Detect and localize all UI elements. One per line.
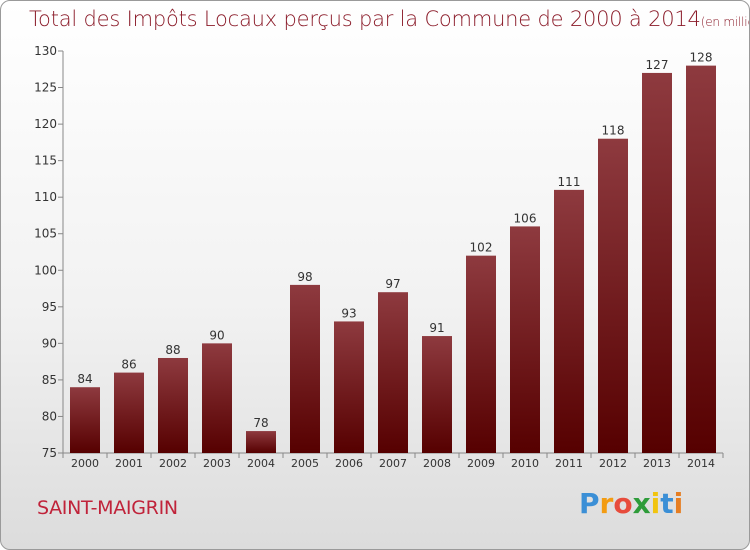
value-label-2010: 106 bbox=[514, 211, 537, 225]
bar-2010 bbox=[510, 226, 540, 453]
x-tick-label: 2006 bbox=[335, 457, 363, 470]
bar-2004 bbox=[246, 431, 276, 453]
x-tick-label: 2004 bbox=[247, 457, 275, 470]
chart-title-text: Total des Impôts Locaux perçus par la Co… bbox=[29, 7, 701, 31]
chart-title: Total des Impôts Locaux perçus par la Co… bbox=[29, 7, 749, 31]
x-tick-label: 2008 bbox=[423, 457, 451, 470]
value-label-2002: 88 bbox=[165, 343, 180, 357]
value-label-2014: 128 bbox=[690, 51, 713, 65]
value-label-2004: 78 bbox=[253, 416, 268, 430]
x-tick-label: 2011 bbox=[555, 457, 583, 470]
y-tick-label: 100 bbox=[34, 263, 57, 277]
bar-2009 bbox=[466, 255, 496, 453]
bar-2001 bbox=[114, 372, 144, 453]
x-tick-label: 2005 bbox=[291, 457, 319, 470]
y-tick-label: 115 bbox=[34, 154, 57, 168]
x-tick-label: 2001 bbox=[115, 457, 143, 470]
y-tick-label: 80 bbox=[42, 409, 57, 423]
x-tick-label: 2010 bbox=[511, 457, 539, 470]
logo-letter: x bbox=[632, 487, 651, 520]
y-tick-label: 120 bbox=[34, 117, 57, 131]
x-tick-label: 2002 bbox=[159, 457, 187, 470]
x-tick-label: 2012 bbox=[599, 457, 627, 470]
chart-axes: 75 80 85 90 95 100 105 110 115 120 125 130 2000 2001 2… bbox=[34, 44, 724, 470]
y-tick-label: 125 bbox=[34, 81, 57, 95]
value-label-2009: 102 bbox=[470, 241, 493, 255]
bar-2002 bbox=[158, 357, 188, 453]
value-label-2011: 111 bbox=[558, 175, 581, 189]
commune-name: SAINT-MAIGRIN bbox=[37, 497, 178, 519]
value-label-2013: 127 bbox=[646, 58, 669, 72]
bar-2011 bbox=[554, 189, 584, 453]
y-tick-label: 75 bbox=[42, 446, 57, 460]
bar-2008 bbox=[422, 336, 452, 453]
bar-2000 bbox=[70, 387, 100, 453]
logo-letter: i bbox=[673, 487, 684, 520]
bar-2005 bbox=[290, 284, 320, 453]
y-tick-label: 130 bbox=[34, 44, 57, 58]
bar-2006 bbox=[334, 321, 364, 453]
y-tick-label: 90 bbox=[42, 336, 57, 350]
logo-letter: r bbox=[599, 487, 614, 520]
chart-unit: (en milliers d'€) bbox=[700, 15, 749, 29]
bar-2014 bbox=[686, 65, 716, 454]
value-label-2001: 86 bbox=[121, 358, 136, 372]
logo-letter: P bbox=[579, 487, 600, 520]
value-label-2007: 97 bbox=[385, 277, 400, 291]
logo-letter: o bbox=[613, 487, 633, 520]
logo-letter: t bbox=[660, 487, 674, 520]
x-tick-label: 2013 bbox=[643, 457, 671, 470]
value-label-2012: 118 bbox=[602, 124, 625, 138]
x-tick-label: 2009 bbox=[467, 457, 495, 470]
x-tick-label: 2007 bbox=[379, 457, 407, 470]
chart-bars bbox=[70, 65, 716, 454]
bar-2013 bbox=[642, 72, 672, 453]
value-label-2008: 91 bbox=[429, 321, 444, 335]
y-tick-label: 95 bbox=[42, 300, 57, 314]
x-tick-label: 2003 bbox=[203, 457, 231, 470]
y-tick-label: 85 bbox=[42, 373, 57, 387]
bar-2012 bbox=[598, 138, 628, 453]
y-tick-label: 105 bbox=[34, 227, 57, 241]
x-tick-label: 2014 bbox=[687, 457, 715, 470]
bar-2003 bbox=[202, 343, 232, 453]
chart-value-labels: 84 86 88 90 78 98 93 97 91 102 106 111 118 127 128 bbox=[77, 51, 712, 430]
y-tick-label: 110 bbox=[34, 190, 57, 204]
logo-letter: i bbox=[650, 487, 661, 520]
x-tick-label: 2000 bbox=[71, 457, 99, 470]
proxiti-logo[interactable]: Proxiti bbox=[579, 487, 683, 520]
value-label-2005: 98 bbox=[297, 270, 312, 284]
value-label-2006: 93 bbox=[341, 306, 356, 320]
value-label-2003: 90 bbox=[209, 328, 224, 342]
value-label-2000: 84 bbox=[77, 372, 92, 386]
bar-2007 bbox=[378, 292, 408, 453]
